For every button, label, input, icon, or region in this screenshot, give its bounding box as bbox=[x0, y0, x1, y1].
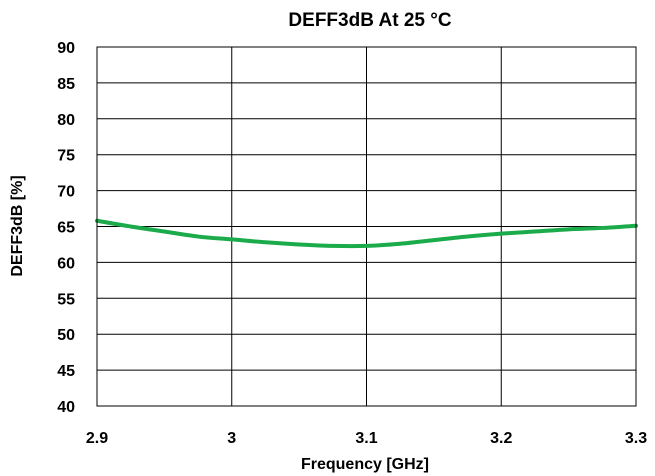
y-axis-label: DEFF3dB [%] bbox=[9, 175, 26, 276]
x-tick-label-2: 3.1 bbox=[355, 430, 377, 447]
series-line-0 bbox=[95, 218, 638, 249]
y-tick-label-5: 65 bbox=[57, 220, 75, 237]
x-tick-label-4: 3.3 bbox=[625, 430, 647, 447]
x-tick-label-0: 2.9 bbox=[86, 430, 108, 447]
grid bbox=[96, 46, 637, 407]
y-tick-label-0: 40 bbox=[57, 399, 75, 416]
x-axis-label: Frequency [GHz] bbox=[301, 456, 429, 473]
y-tick-label-6: 70 bbox=[57, 184, 75, 201]
y-tick-label-8: 80 bbox=[57, 112, 75, 129]
x-tick-label-3: 3.2 bbox=[490, 430, 512, 447]
y-tick-label-1: 45 bbox=[57, 363, 75, 380]
series-layer bbox=[95, 218, 638, 249]
y-tick-label-9: 85 bbox=[57, 76, 75, 93]
y-tick-label-4: 60 bbox=[57, 255, 75, 272]
x-tick-label-1: 3 bbox=[227, 430, 236, 447]
x-axis-ticks: 2.9 3 3.1 3.2 3.3 bbox=[86, 430, 647, 447]
y-tick-label-7: 75 bbox=[57, 148, 75, 165]
y-tick-label-10: 90 bbox=[57, 40, 75, 57]
y-axis-ticks: 40 45 50 55 60 65 70 75 80 85 90 bbox=[57, 40, 75, 416]
chart-title: DEFF3dB At 25 °C bbox=[288, 10, 451, 31]
plot-frame bbox=[96, 46, 637, 407]
y-tick-label-2: 50 bbox=[57, 327, 75, 344]
y-tick-label-3: 55 bbox=[57, 291, 75, 308]
